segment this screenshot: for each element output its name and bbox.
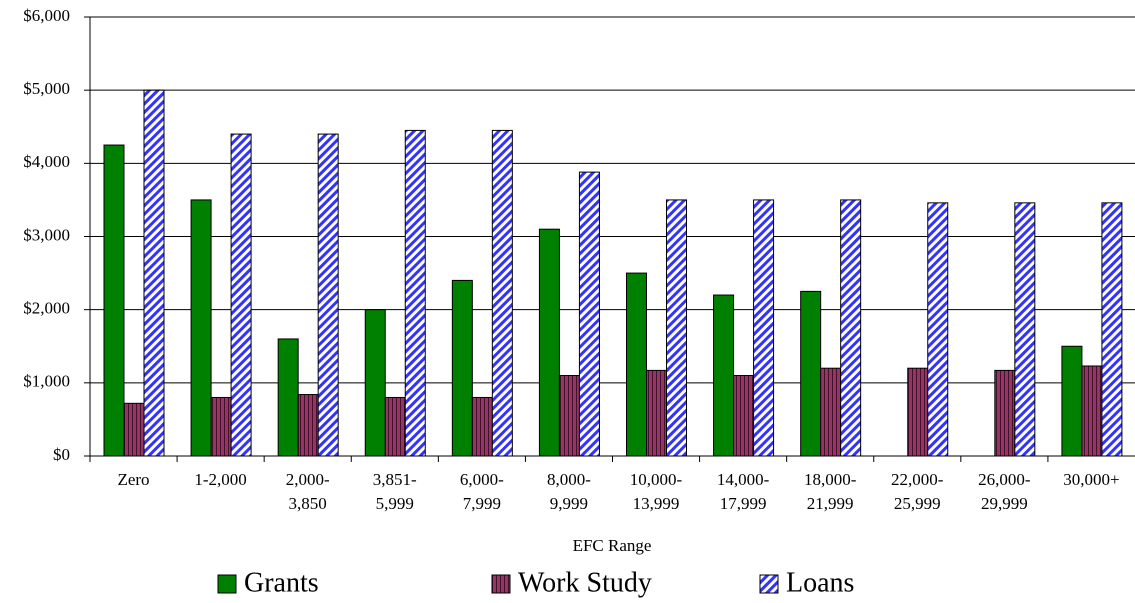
legend-swatch [217, 574, 237, 594]
bar [471, 396, 493, 457]
y-tick-label: $5,000 [23, 79, 70, 98]
x-tick-label: 14,000- 17,999 [716, 470, 770, 513]
y-tick-label: $2,000 [23, 299, 70, 318]
bar [1101, 202, 1123, 457]
bar [404, 129, 426, 457]
bar [994, 369, 1016, 457]
y-tick-label: $3,000 [23, 225, 70, 244]
x-tick-label: 18,000- 21,999 [803, 470, 857, 513]
x-axis-title: EFC Range [573, 536, 652, 555]
bar [190, 199, 212, 457]
x-tick-label: 8,000- 9,999 [546, 470, 591, 513]
bar [364, 309, 386, 457]
bar [800, 290, 822, 457]
bar [733, 375, 755, 457]
legend-label: Grants [244, 567, 319, 598]
bar [646, 369, 667, 457]
bar [927, 202, 949, 457]
x-tick-label: 30,000+ [1063, 470, 1120, 489]
x-tick-label: 26,000- 29,999 [978, 470, 1031, 513]
bar [820, 367, 842, 457]
bar [384, 396, 406, 457]
y-tick-label: $4,000 [23, 152, 70, 171]
x-tick-label: 6,000- 7,999 [459, 470, 504, 513]
bar [297, 394, 319, 457]
y-tick-label: $0 [53, 445, 70, 464]
bar [753, 199, 775, 457]
x-tick-label: 22,000- 25,999 [891, 470, 944, 513]
x-tick-label: 10,000- 13,999 [629, 470, 683, 513]
x-tick-label: 1-2,000 [194, 470, 247, 489]
y-tick-label: $6,000 [23, 6, 70, 25]
x-tick-label: 2,000- 3,850 [285, 470, 330, 513]
bar [277, 338, 299, 457]
bar [103, 144, 125, 457]
bar [1081, 365, 1103, 457]
bar [230, 133, 252, 457]
bar [1014, 202, 1036, 457]
bar [210, 396, 232, 457]
x-tick-label: 3,851- 5,999 [372, 470, 417, 513]
bar [491, 129, 513, 457]
bar [538, 228, 560, 457]
bar [578, 171, 600, 457]
legend-label: Work Study [518, 567, 652, 598]
bar [713, 294, 735, 457]
legend-swatch [759, 574, 779, 594]
bar [840, 199, 862, 457]
legend-swatch [491, 574, 511, 594]
bar [558, 375, 580, 457]
legend-label: Loans [786, 567, 854, 598]
bar [1061, 345, 1083, 457]
bar [626, 272, 647, 457]
bar [143, 89, 165, 457]
bar [317, 133, 339, 457]
bar [666, 199, 687, 457]
bar [451, 279, 473, 457]
bar [907, 367, 929, 457]
bar [123, 402, 145, 457]
y-tick-label: $1,000 [23, 372, 70, 391]
x-tick-label: Zero [117, 470, 150, 489]
